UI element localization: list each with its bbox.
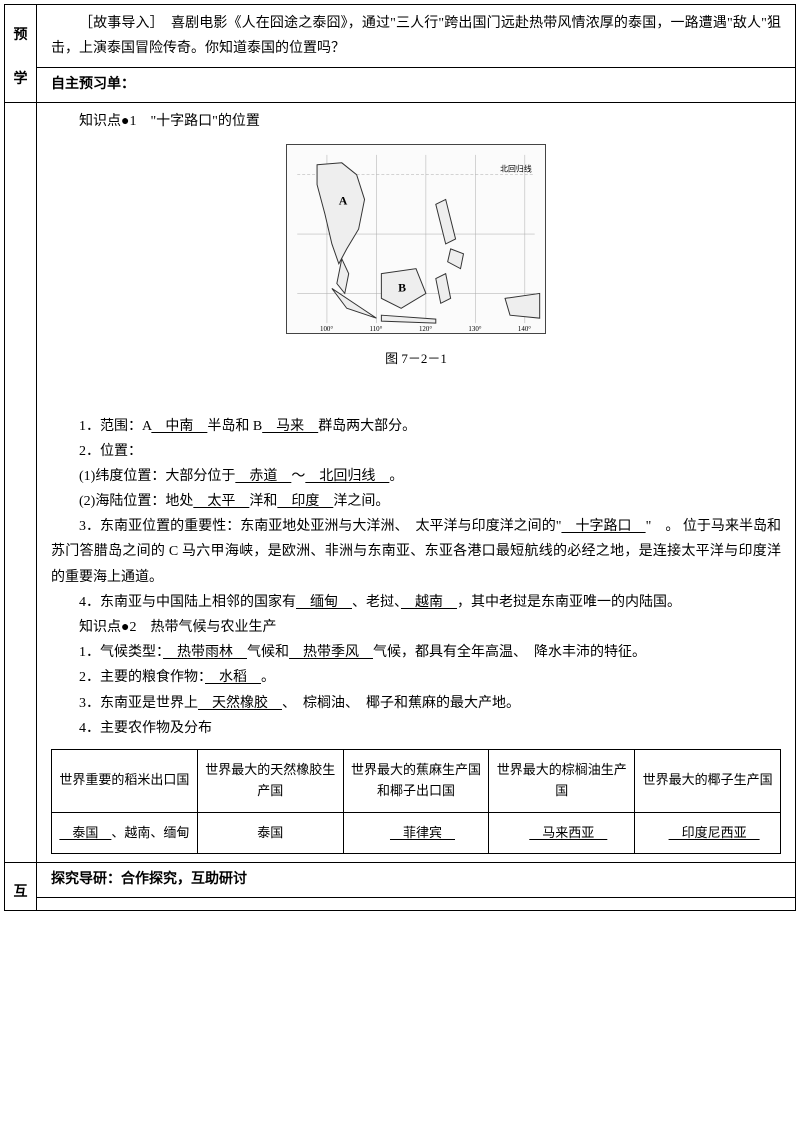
t: ，其中老挝是东南亚唯一的内陆国。 bbox=[457, 595, 681, 610]
blank: 印度尼西亚 bbox=[669, 825, 760, 840]
map-lon4: 130° bbox=[468, 326, 481, 333]
blank: 热带雨林 bbox=[163, 645, 247, 660]
t: 、老挝、 bbox=[352, 595, 401, 610]
t: 。 bbox=[261, 670, 275, 685]
blank: 越南 bbox=[401, 595, 457, 610]
table-row: 世界重要的稻米出口国 世界最大的天然橡胶生产国 世界最大的蕉麻生产国和椰子出口国… bbox=[52, 749, 781, 812]
table-row: 泰国 、越南、缅甸 泰国 菲律宾 马来西亚 印度尼西亚 bbox=[52, 812, 781, 854]
th1: 世界重要的稻米出口国 bbox=[52, 749, 198, 812]
t: 洋和 bbox=[249, 494, 277, 509]
blank: 中南 bbox=[151, 419, 207, 434]
t: (2)海陆位置：地处 bbox=[79, 494, 193, 509]
crops-table: 世界重要的稻米出口国 世界最大的天然橡胶生产国 世界最大的蕉麻生产国和椰子出口国… bbox=[51, 749, 781, 854]
tc5: 印度尼西亚 bbox=[635, 812, 781, 854]
blank: 泰国 bbox=[59, 825, 111, 840]
sidebar-empty bbox=[5, 103, 37, 863]
t: 气候和 bbox=[247, 645, 289, 660]
kp1-line2: 2．位置： bbox=[51, 439, 781, 464]
blank: 赤道 bbox=[235, 469, 291, 484]
map-lon3: 120° bbox=[419, 326, 432, 333]
map-figure: A B 100° 110° 120° 130° 140° 北回归线 bbox=[286, 144, 546, 334]
sidebar-hu: 互 bbox=[5, 863, 37, 909]
kp2-title: 知识点●2 热带气候与农业生产 bbox=[51, 615, 781, 640]
sidebar-char-xue: 学 bbox=[14, 67, 28, 92]
kp2-line3: 3．东南亚是世界上 天然橡胶 、 棕榈油、 椰子和蕉麻的最大产地。 bbox=[51, 691, 781, 716]
blank: 缅甸 bbox=[296, 595, 352, 610]
kp1-line2b: (2)海陆位置：地处 太平 洋和 印度 洋之间。 bbox=[51, 489, 781, 514]
map-label-b: B bbox=[398, 280, 406, 294]
content-cell: 知识点●1 "十字路口"的位置 bbox=[37, 103, 795, 863]
t: ～ bbox=[291, 469, 305, 484]
map-tropic: 北回归线 bbox=[500, 163, 532, 173]
blank: 马来 bbox=[262, 419, 318, 434]
kp1-line1: 1．范围：A 中南 半岛和 B 马来 群岛两大部分。 bbox=[51, 414, 781, 439]
blank: 北回归线 bbox=[305, 469, 389, 484]
t: 2．主要的粮食作物： bbox=[79, 670, 205, 685]
map-lon5: 140° bbox=[518, 326, 531, 333]
t: 。 bbox=[389, 469, 403, 484]
th4: 世界最大的棕榈油生产国 bbox=[489, 749, 635, 812]
t: (1)纬度位置：大部分位于 bbox=[79, 469, 235, 484]
map-label-a: A bbox=[339, 193, 348, 207]
blank: 水稻 bbox=[205, 670, 261, 685]
kp1-title: 知识点●1 "十字路口"的位置 bbox=[51, 109, 781, 134]
th5: 世界最大的椰子生产国 bbox=[635, 749, 781, 812]
kp2-line4: 4．主要农作物及分布 bbox=[51, 716, 781, 741]
t: 3．东南亚位置的重要性：东南亚地处亚洲与大洋洲、 太平洋与印度洋之间的" bbox=[79, 519, 561, 534]
blank: 十字路口 bbox=[561, 519, 645, 534]
tc4: 马来西亚 bbox=[489, 812, 635, 854]
kp2-line1: 1．气候类型： 热带雨林 气候和 热带季风 气候，都具有全年高温、 降水丰沛的特… bbox=[51, 640, 781, 665]
blank: 热带季风 bbox=[289, 645, 373, 660]
tc1: 泰国 、越南、缅甸 bbox=[52, 812, 198, 854]
th2: 世界最大的天然橡胶生产国 bbox=[197, 749, 343, 812]
t: 4．东南亚与中国陆上相邻的国家有 bbox=[79, 595, 296, 610]
kp2-line2: 2．主要的粮食作物： 水稻 。 bbox=[51, 665, 781, 690]
map-lon1: 100° bbox=[320, 326, 333, 333]
t: 群岛两大部分。 bbox=[318, 419, 416, 434]
intro-text: ［故事导入］ 喜剧电影《人在囧途之泰囧》，通过"三人行"跨出国门远赴热带风情浓厚… bbox=[51, 11, 781, 61]
map-container: A B 100° 110° 120° 130° 140° 北回归线 bbox=[51, 144, 781, 343]
document-table: 预 学 ［故事导入］ 喜剧电影《人在囧途之泰囧》，通过"三人行"跨出国门远赴热带… bbox=[4, 4, 796, 911]
t: 1．范围：A bbox=[79, 419, 151, 434]
map-lon2: 110° bbox=[369, 326, 382, 333]
sidebar-char-yu: 预 bbox=[14, 23, 28, 48]
sidebar-prestudy: 预 学 bbox=[5, 5, 37, 103]
t: 、 棕榈油、 椰子和蕉麻的最大产地。 bbox=[282, 696, 520, 711]
blank: 印度 bbox=[277, 494, 333, 509]
preview-header: 自主预习单： bbox=[37, 68, 795, 102]
research-blank bbox=[37, 898, 795, 910]
tc2: 泰国 bbox=[197, 812, 343, 854]
blank: 天然橡胶 bbox=[198, 696, 282, 711]
t: 半岛和 B bbox=[207, 419, 262, 434]
row-research: 互 探究导研：合作探究，互助研讨 bbox=[5, 863, 795, 909]
blank: 马来西亚 bbox=[529, 825, 607, 840]
blank: 菲律宾 bbox=[390, 825, 455, 840]
t: 3．东南亚是世界上 bbox=[79, 696, 198, 711]
th3: 世界最大的蕉麻生产国和椰子出口国 bbox=[343, 749, 489, 812]
row-prestudy: 预 学 ［故事导入］ 喜剧电影《人在囧途之泰囧》，通过"三人行"跨出国门远赴热带… bbox=[5, 5, 795, 103]
tc3: 菲律宾 bbox=[343, 812, 489, 854]
kp1-line3: 3．东南亚位置的重要性：东南亚地处亚洲与大洋洲、 太平洋与印度洋之间的" 十字路… bbox=[51, 514, 781, 590]
research-header: 探究导研：合作探究，互助研讨 bbox=[37, 863, 795, 897]
t: 、越南、缅甸 bbox=[111, 825, 189, 840]
kp1-line4: 4．东南亚与中国陆上相邻的国家有 缅甸 、老挝、 越南 ，其中老挝是东南亚唯一的… bbox=[51, 590, 781, 615]
blank: 太平 bbox=[193, 494, 249, 509]
t: 1．气候类型： bbox=[79, 645, 163, 660]
map-caption: 图 7－2－1 bbox=[51, 347, 781, 370]
map-svg: A B 100° 110° 120° 130° 140° 北回归线 bbox=[287, 145, 545, 333]
sidebar-char-hu: 互 bbox=[14, 880, 28, 905]
intro-cell: ［故事导入］ 喜剧电影《人在囧途之泰囧》，通过"三人行"跨出国门远赴热带风情浓厚… bbox=[37, 5, 795, 68]
row-content: 知识点●1 "十字路口"的位置 bbox=[5, 103, 795, 864]
t: 气候，都具有全年高温、 降水丰沛的特征。 bbox=[373, 645, 646, 660]
t: 洋之间。 bbox=[333, 494, 389, 509]
kp1-line2a: (1)纬度位置：大部分位于 赤道 ～ 北回归线 。 bbox=[51, 464, 781, 489]
